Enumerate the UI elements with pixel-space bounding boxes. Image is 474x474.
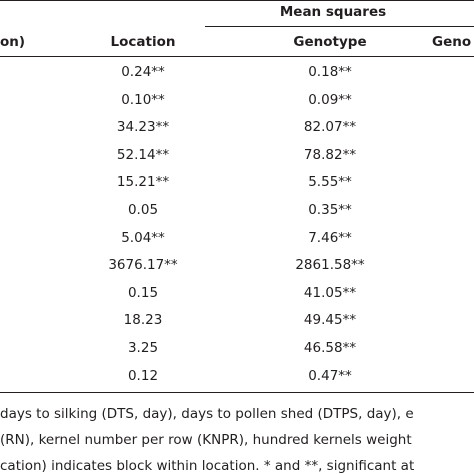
cell: 52.14**	[116, 146, 170, 163]
cell: 82.07**	[303, 119, 357, 136]
cell: 78.82**	[303, 146, 357, 163]
rule	[0, 0, 474, 1]
group-header: Mean squares	[279, 4, 387, 20]
cell: 5.55**	[308, 174, 352, 191]
column-header: Geno	[432, 34, 472, 50]
cell: 2861.58**	[295, 257, 365, 274]
cell: 3676.17**	[108, 257, 178, 274]
cell: 7.46**	[308, 229, 352, 246]
cell: 0.10**	[121, 91, 165, 108]
cell: 0.47**	[308, 367, 352, 384]
cell: 0.18**	[308, 64, 352, 80]
footnote-line: (RN), kernel number per row (KNPR), hund…	[0, 432, 412, 448]
cell: 18.23	[123, 312, 163, 329]
cell: 0.24**	[121, 64, 165, 80]
rule	[0, 56, 474, 57]
column-header: Genotype	[293, 34, 367, 50]
cell: 46.58**	[303, 340, 357, 356]
column-header: on)	[0, 34, 26, 50]
footnote-line: days to silking (DTS, day), days to poll…	[0, 406, 414, 422]
cell: 0.15	[127, 284, 159, 301]
cell: 41.05**	[303, 284, 357, 301]
cell: 49.45**	[303, 312, 357, 329]
cell: 0.35**	[308, 202, 352, 218]
cell: 0.09**	[308, 91, 352, 108]
rule	[0, 392, 474, 393]
cell: 5.04**	[121, 229, 165, 246]
cell: 0.12	[127, 367, 159, 384]
cell: 15.21**	[116, 174, 170, 191]
column-header: Location	[110, 34, 176, 50]
rule	[205, 26, 474, 27]
cell: 0.05	[127, 202, 159, 218]
cell: 34.23**	[116, 119, 170, 136]
cell: 3.25	[127, 340, 159, 356]
footnote-line: cation) indicates block within location.…	[0, 458, 415, 474]
